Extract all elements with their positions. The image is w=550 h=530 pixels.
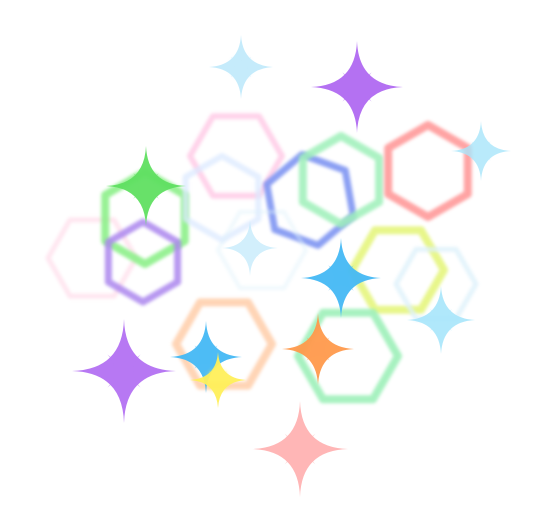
sparkle-yellow-bottom (190, 352, 246, 408)
sparkle-layer (72, 35, 511, 497)
sparkle-purple-bottom-left-diagonal-rays (107, 354, 141, 388)
sparkle-cyan-right (451, 121, 511, 181)
hexagon-faint-center (216, 209, 308, 291)
sparkle-sky-top-diagonal-rays (230, 56, 252, 78)
hexagon-pale-pink-left (45, 217, 139, 299)
sparkle-rose-bottom-diagonal-rays (284, 433, 316, 465)
sparkle-cyan-lower-right-diagonal-rays (430, 309, 452, 331)
sparkle-blue-center (301, 238, 381, 318)
hexagon-pale-blue-center (182, 153, 262, 243)
sparkle-green-left (106, 146, 186, 226)
hexagon-peach-bottom (172, 298, 276, 390)
sparkle-sky-top (209, 35, 273, 99)
hexagon-red-right (384, 121, 472, 221)
sparkle-orange-bottom (282, 313, 354, 385)
sparkle-green-left-diagonal-rays (133, 173, 159, 199)
sparkle-yellow-bottom-diagonal-rays (209, 371, 227, 389)
sparkle-orange-bottom-diagonal-rays (306, 337, 330, 361)
sparkle-blue-lower-left (170, 321, 242, 393)
sparkle-cyan-right-rays (451, 121, 511, 181)
sparkle-cyan-right-diagonal-rays (471, 141, 491, 161)
sparkle-sky-center (222, 220, 278, 276)
sparkle-rose-bottom (252, 401, 348, 497)
sparkle-sky-center-rays (222, 220, 278, 276)
sparkle-blue-center-diagonal-rays (328, 265, 354, 291)
hexagon-blue-center (263, 151, 357, 249)
hexagon-mint-center (298, 132, 384, 228)
sparkle-purple-bottom-left (72, 319, 176, 423)
sparkle-cyan-lower-right (407, 286, 475, 354)
sparkle-purple-top (311, 41, 403, 133)
sparkle-blue-lower-left-diagonal-rays (194, 345, 218, 369)
hexagon-violet-left (104, 218, 182, 306)
sparkle-sky-center-diagonal-rays (241, 239, 259, 257)
sparkle-purple-top-diagonal-rays (342, 72, 372, 102)
hexagon-mint-bottom (294, 308, 402, 404)
